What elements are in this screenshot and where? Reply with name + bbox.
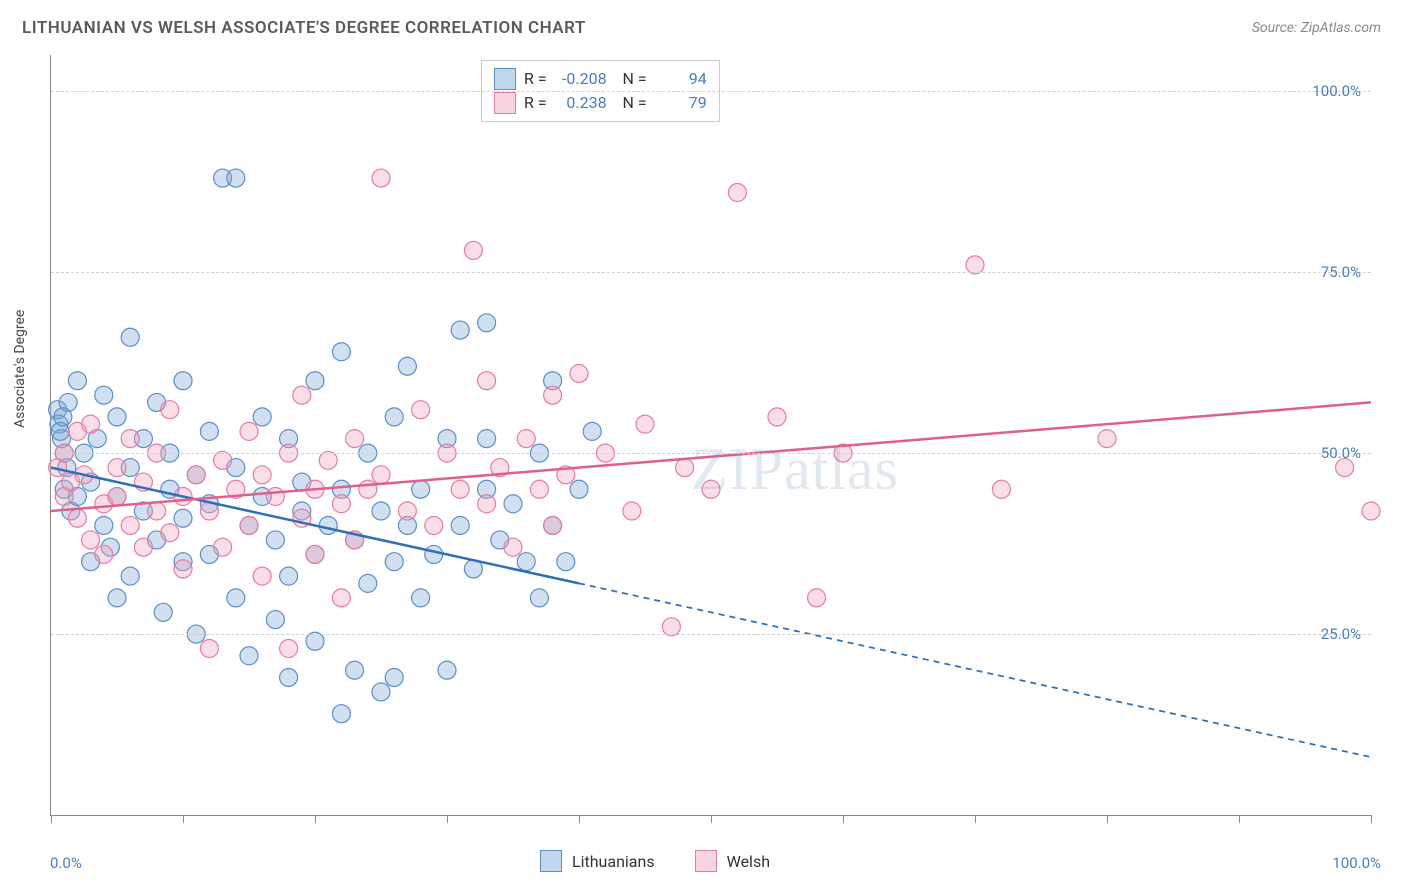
n-value-welsh: 79: [655, 91, 707, 115]
swatch-pink-icon: [494, 92, 516, 114]
y-tick-label: 100.0%: [1312, 82, 1361, 100]
legend-label-lithuanians: Lithuanians: [572, 852, 655, 871]
r-value-welsh: 0.238: [555, 91, 607, 115]
chart-title: LITHUANIAN VS WELSH ASSOCIATE'S DEGREE C…: [22, 18, 586, 38]
stats-row-lithuanians: R = -0.208 N = 94: [494, 67, 707, 91]
x-tick: [1239, 815, 1240, 823]
gridline: [51, 272, 1371, 273]
watermark: ZIPatlas: [691, 435, 899, 504]
r-label: R =: [524, 67, 547, 91]
x-axis-max-label: 100.0%: [1332, 854, 1381, 872]
x-axis-min-label: 0.0%: [50, 854, 82, 872]
y-tick-label: 25.0%: [1321, 625, 1361, 643]
x-tick: [183, 815, 184, 823]
y-axis-label: Associate's Degree: [12, 310, 28, 428]
r-label: R =: [524, 91, 547, 115]
x-tick: [843, 815, 844, 823]
series-legend: Lithuanians Welsh: [540, 850, 770, 872]
x-tick: [315, 815, 316, 823]
gridline: [51, 453, 1371, 454]
legend-label-welsh: Welsh: [727, 852, 770, 871]
n-label: N =: [615, 91, 647, 115]
source-label: Source: ZipAtlas.com: [1252, 20, 1381, 36]
gridline: [51, 91, 1371, 92]
x-tick: [1107, 815, 1108, 823]
swatch-blue-icon: [540, 850, 562, 872]
swatch-blue-icon: [494, 68, 516, 90]
legend-item-welsh: Welsh: [695, 850, 770, 872]
x-tick: [1371, 815, 1372, 823]
legend-item-lithuanians: Lithuanians: [540, 850, 655, 872]
y-tick-label: 75.0%: [1321, 263, 1361, 281]
x-tick: [711, 815, 712, 823]
stats-row-welsh: R = 0.238 N = 79: [494, 91, 707, 115]
n-value-lithuanians: 94: [655, 67, 707, 91]
x-tick: [975, 815, 976, 823]
chart-container: LITHUANIAN VS WELSH ASSOCIATE'S DEGREE C…: [0, 0, 1406, 892]
n-label: N =: [615, 67, 647, 91]
swatch-pink-icon: [695, 850, 717, 872]
r-value-lithuanians: -0.208: [555, 67, 607, 91]
gridline: [51, 634, 1371, 635]
y-tick-label: 50.0%: [1321, 444, 1361, 462]
plot-area: R = -0.208 N = 94 R = 0.238 N = 79 ZIPat…: [50, 55, 1371, 816]
x-tick: [447, 815, 448, 823]
x-tick: [579, 815, 580, 823]
x-tick: [51, 815, 52, 823]
